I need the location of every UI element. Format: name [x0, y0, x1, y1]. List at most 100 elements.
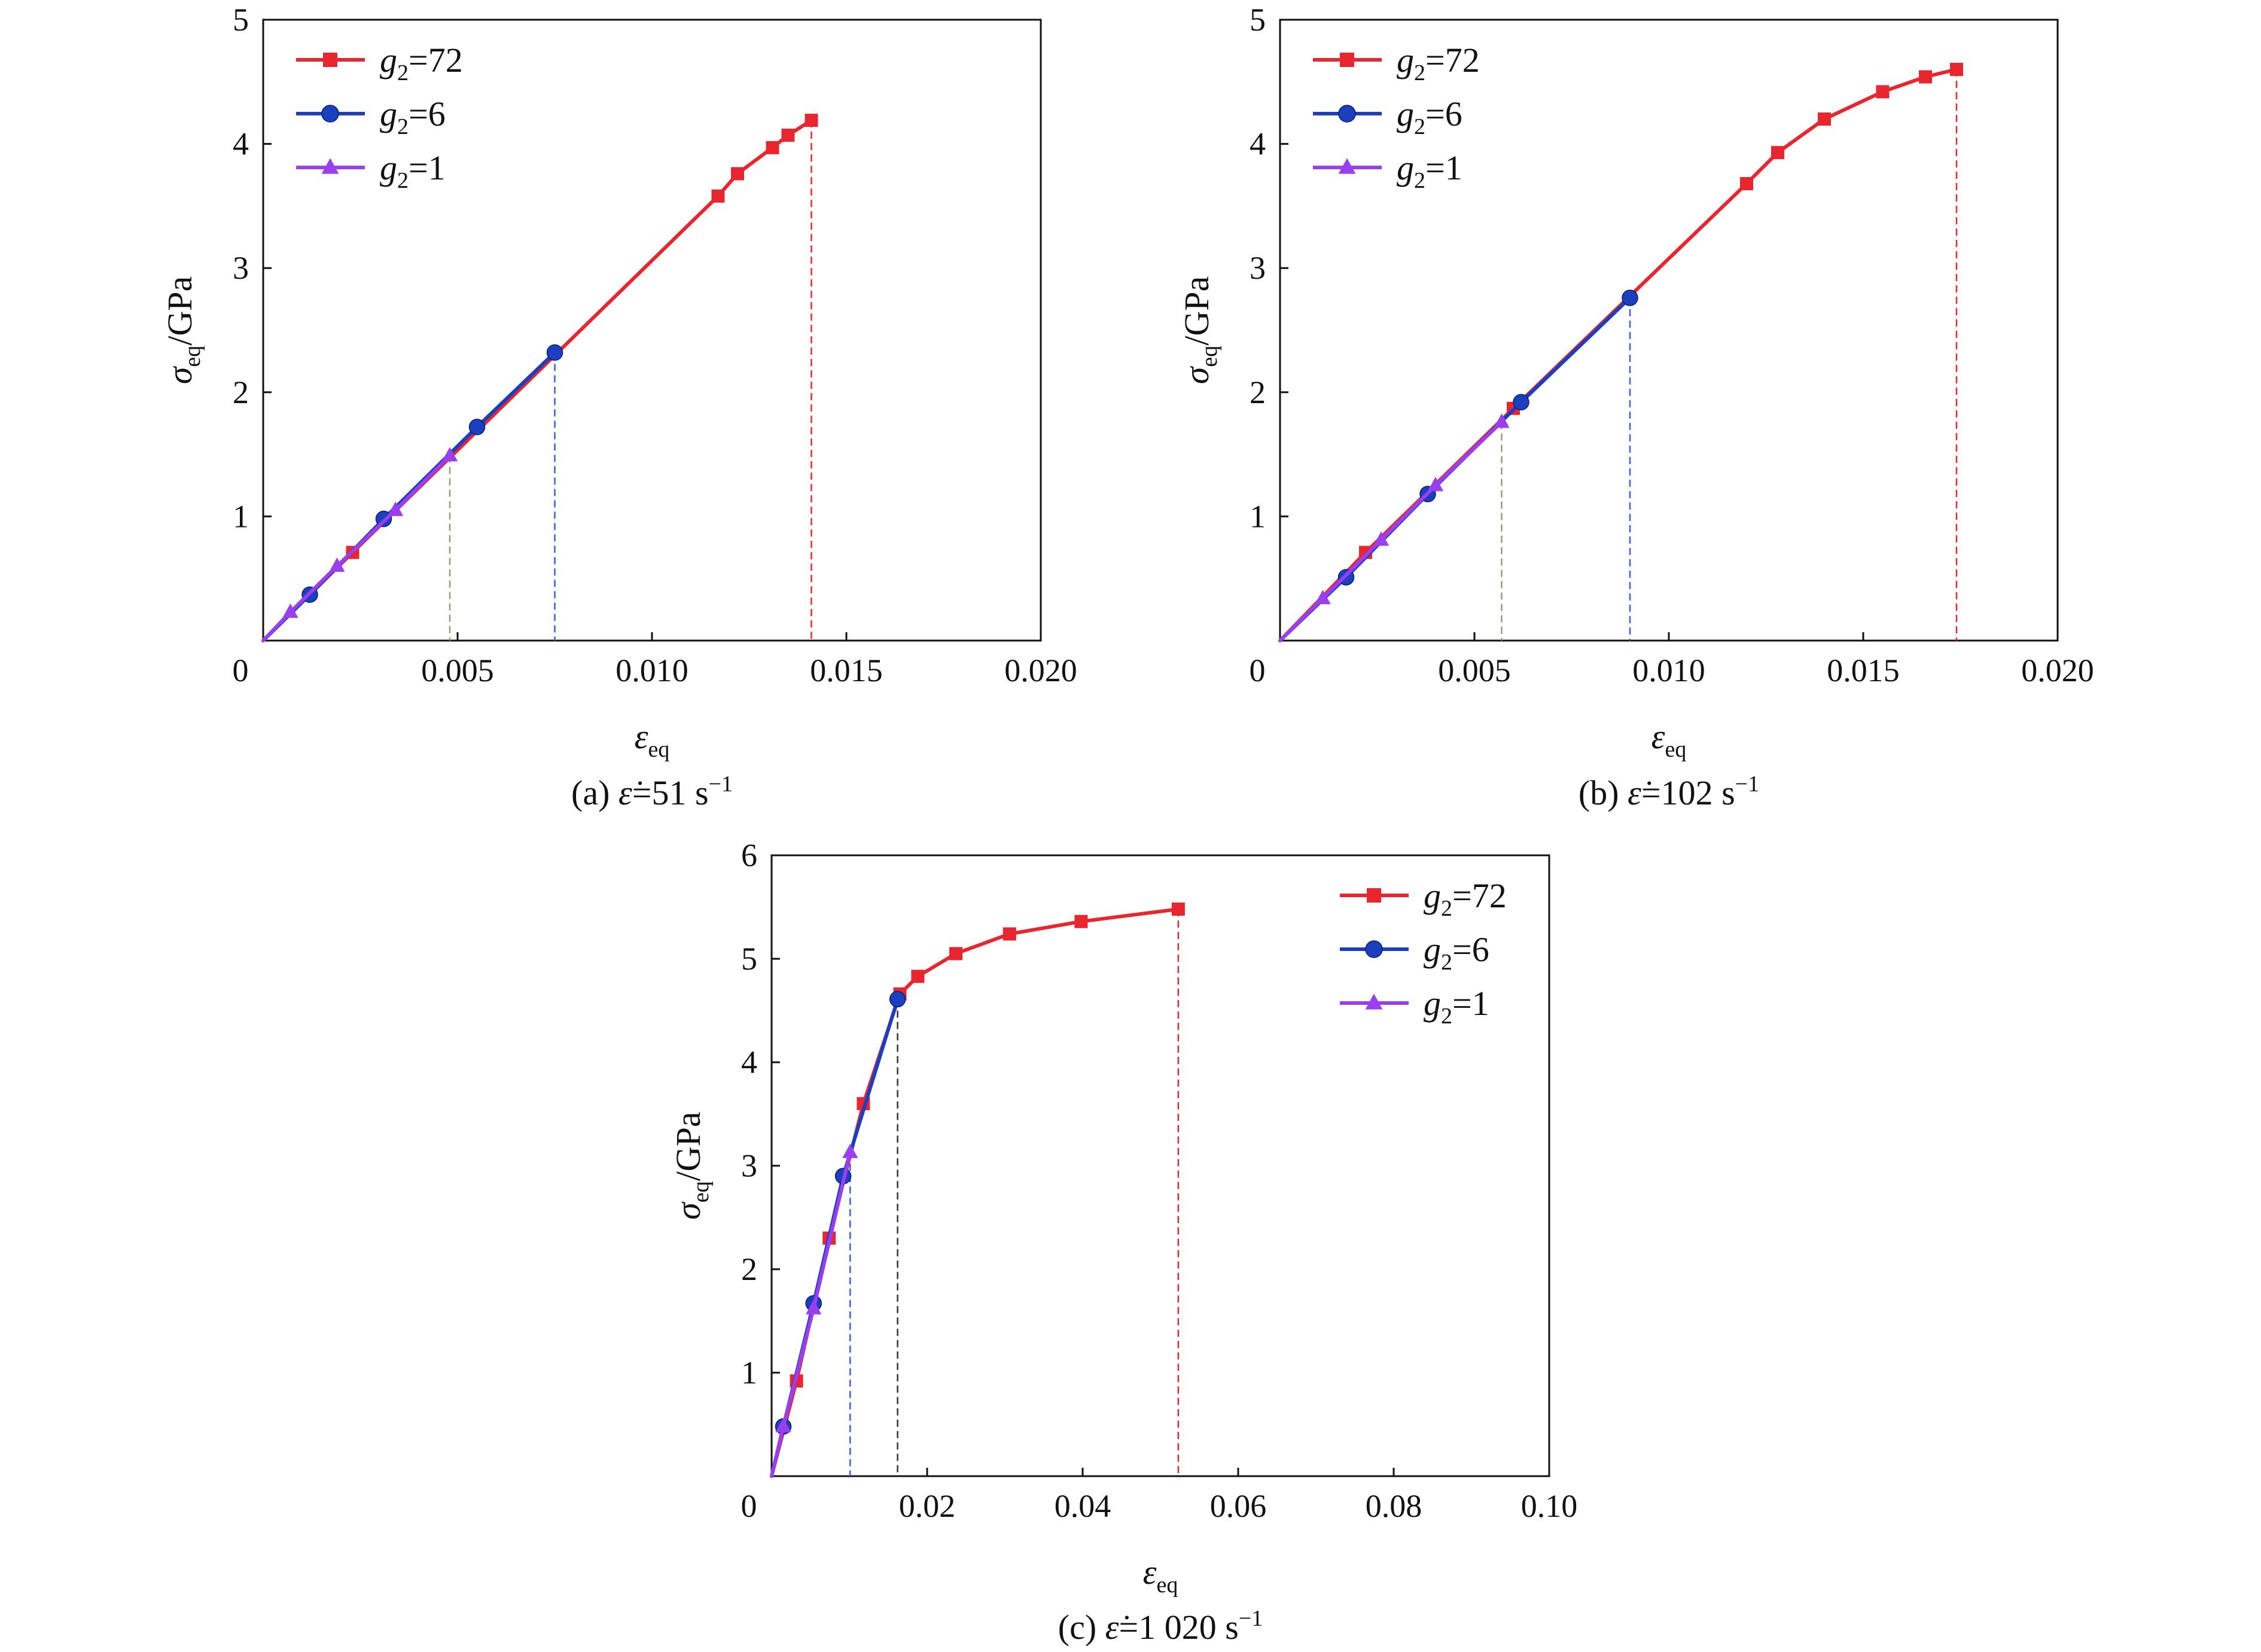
series-g1 [770, 1144, 858, 1478]
y-axis-subscript: eq [180, 346, 205, 367]
legend-subscript: 2 [1414, 60, 1425, 86]
legend-label: g2=1 [1424, 984, 1489, 1029]
drop-lines [849, 909, 1180, 1476]
legend-label: g2=6 [1397, 95, 1462, 139]
series-g1 [261, 447, 458, 642]
legend-subscript: 2 [1441, 950, 1452, 975]
caption-value: =51 s [632, 773, 709, 812]
legend-value: =6 [1452, 930, 1489, 969]
x-axis-label: εeq [1143, 1553, 1178, 1598]
legend-value: =72 [1452, 876, 1507, 915]
x-tick-label: 0 [741, 1488, 757, 1524]
data-point-triangle [842, 1144, 858, 1159]
data-point-triangle [441, 447, 458, 462]
data-point-square [766, 141, 779, 154]
legend-subscript: 2 [397, 114, 409, 139]
caption-superscript: −1 [1239, 1606, 1263, 1631]
legend-var: g [1397, 148, 1414, 187]
data-point-square [731, 167, 744, 181]
legend-var: g [1424, 876, 1441, 915]
data-point-square [1818, 112, 1831, 126]
legend-subscript: 2 [1414, 168, 1425, 193]
data-point-square [1919, 70, 1932, 84]
drop-lines [1501, 69, 1958, 641]
legend-label: g2=72 [1424, 876, 1507, 921]
data-point-circle [546, 344, 563, 361]
legend-var: g [380, 95, 397, 133]
legend-subscript: 2 [1441, 1004, 1452, 1029]
legend-label: g2=72 [1397, 41, 1480, 86]
data-point-circle [468, 419, 486, 435]
y-tick-label: 1 [1250, 498, 1266, 534]
legend-var: g [1424, 930, 1441, 969]
data-point-square [1367, 888, 1381, 903]
y-tick-label: 1 [233, 498, 249, 534]
x-tick-label: 0.015 [810, 653, 883, 688]
y-tick-label: 2 [741, 1251, 757, 1287]
y-tick-label: 2 [1250, 374, 1266, 410]
x-axis-subscript: eq [1665, 737, 1686, 762]
caption-prefix: (c) [1058, 1608, 1105, 1647]
y-tick-label: 5 [233, 2, 249, 38]
legend-value: =1 [1425, 148, 1462, 187]
x-tick-label: 0.015 [1827, 653, 1900, 688]
y-tick-label: 6 [741, 837, 757, 873]
data-point-square [1171, 902, 1185, 916]
legend-subscript: 2 [1414, 114, 1425, 139]
data-point-square [949, 947, 963, 961]
legend-subscript: 2 [397, 168, 409, 193]
data-point-triangle [282, 603, 298, 618]
x-tick-label: 0.005 [421, 653, 494, 688]
y-axis-subscript: eq [1197, 346, 1222, 367]
x-axis-subscript: eq [648, 737, 669, 762]
data-point-square [1771, 146, 1784, 160]
legend-value: =6 [409, 95, 446, 133]
y-tick-label: 3 [1250, 250, 1266, 286]
x-axis-symbol: ε [1143, 1553, 1157, 1592]
y-tick-label: 3 [741, 1148, 757, 1184]
data-point-triangle [329, 557, 345, 572]
x-tick-label: 0.08 [1366, 1488, 1422, 1524]
data-point-square [323, 53, 337, 67]
y-tick-label: 3 [233, 250, 249, 286]
subplot-caption: (b) ε̇=102 s−1 [1579, 772, 1759, 812]
legend-value: =6 [1425, 95, 1462, 133]
legend-label: g2=1 [380, 148, 446, 193]
y-axis-label: σeq/GPa [1177, 276, 1222, 384]
x-axis-symbol: ε [635, 717, 648, 756]
data-point-square [1002, 927, 1016, 941]
y-axis-symbol: σ [160, 365, 199, 384]
data-point-triangle [775, 1418, 791, 1432]
y-axis-label: σeq/GPa [160, 276, 205, 384]
y-axis-unit: /GPa [1177, 276, 1216, 346]
y-tick-label: 4 [741, 1044, 757, 1080]
x-tick-label: 0.04 [1055, 1488, 1111, 1524]
legend-label: g2=6 [380, 95, 446, 139]
data-point-square [805, 114, 818, 127]
legend-var: g [380, 41, 397, 80]
y-tick-label: 5 [741, 941, 757, 977]
y-axis-symbol: σ [669, 1201, 708, 1220]
x-tick-label: 0.020 [1004, 653, 1077, 688]
data-point-triangle [321, 158, 339, 174]
legend-var: g [380, 148, 397, 187]
data-point-triangle [1494, 413, 1510, 428]
legend-subscript: 2 [1441, 896, 1452, 921]
data-point-triangle [387, 501, 404, 516]
legend-subscript: 2 [397, 60, 409, 86]
data-point-square [1340, 53, 1354, 67]
data-point-triangle [1315, 590, 1331, 605]
x-axis-subscript: eq [1156, 1572, 1178, 1598]
data-point-triangle [1365, 993, 1383, 1010]
x-tick-label: 0 [1250, 653, 1266, 688]
data-point-square [911, 970, 925, 983]
caption-prefix: (a) [571, 773, 618, 812]
chart-a: 0 0.005 0.010 0.015 0.02012345εeqσeq/GPag2=7… [160, 2, 1077, 812]
x-tick-label: 0.10 [1521, 1488, 1578, 1524]
data-point-triangle [806, 1300, 822, 1315]
x-tick-label: 0.02 [899, 1488, 956, 1524]
y-tick-label: 4 [233, 126, 249, 162]
legend-var: g [1397, 95, 1414, 133]
